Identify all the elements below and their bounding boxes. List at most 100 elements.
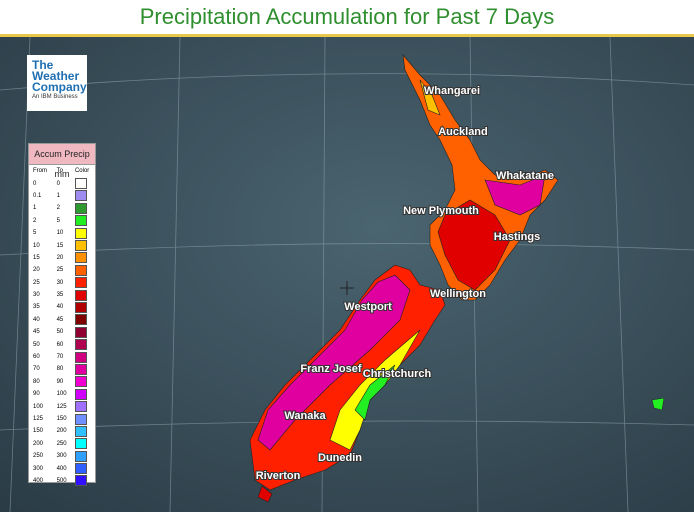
legend-to: 90 (56, 378, 64, 385)
legend-from: 15 (33, 254, 40, 261)
legend-to: 0 (56, 180, 60, 187)
legend-from: 2 (33, 217, 37, 224)
legend-color-cell (71, 314, 95, 326)
legend-from: 60 (33, 354, 40, 361)
legend-color-cell (71, 363, 95, 375)
legend-to: 400 (56, 465, 67, 472)
legend-color-cell (71, 400, 95, 413)
legend-color-cell (71, 450, 95, 462)
legend-row: 35 40 (29, 301, 95, 313)
legend-row: 200 250 (29, 438, 95, 450)
city-label: Wellington (430, 288, 486, 300)
city-label: Riverton (256, 470, 301, 482)
city-label: Hastings (494, 231, 540, 243)
legend-row: 0.1 1 (29, 190, 95, 202)
legend-from: 100 (33, 403, 44, 410)
legend-column: From (33, 168, 47, 175)
map: Whangarei Auckland Whakatane New Plymouth Ha… (0, 37, 694, 512)
legend-color-cell (71, 338, 95, 351)
legend-swatch (74, 215, 87, 227)
legend-color-cell (71, 177, 95, 190)
legend-swatch (74, 413, 87, 425)
legend-from: 35 (33, 304, 40, 311)
city-label: New Plymouth (403, 205, 479, 217)
legend-color-cell (71, 202, 95, 214)
legend-swatch (74, 301, 87, 313)
legend-color-cell (71, 252, 95, 264)
legend-from: 45 (33, 329, 40, 336)
legend-color-cell (71, 301, 95, 313)
legend-color-cell (71, 376, 95, 388)
city-label: Westport (344, 301, 392, 313)
city-label: Franz Josef (300, 363, 361, 375)
legend-row: 250 300 (29, 450, 95, 462)
legend-from: 80 (33, 378, 40, 385)
legend-from: 1 (33, 205, 37, 212)
city-label: Auckland (438, 126, 488, 138)
legend-to: 30 (56, 279, 64, 286)
legend-from: 50 (33, 341, 40, 348)
legend-to: 80 (56, 366, 64, 373)
legend-swatch (74, 289, 87, 301)
city-label: Christchurch (363, 368, 432, 380)
legend-to: 250 (56, 440, 67, 447)
legend-to: 500 (56, 477, 67, 484)
title-bar: Precipitation Accumulation for Past 7 Da… (0, 0, 694, 37)
legend-color-cell (71, 215, 95, 227)
legend-title: Accum Precip mm (29, 144, 95, 179)
legend-color-cell (71, 462, 95, 475)
legend-row: 150 200 (29, 425, 95, 437)
legend-to: 20 (56, 254, 64, 261)
legend-color-cell (71, 289, 95, 301)
legend-swatch (74, 277, 87, 289)
legend-row: 25 30 (29, 277, 95, 289)
legend-color-cell (71, 326, 95, 338)
logo-text: Weather (32, 69, 80, 83)
legend-color-cell (71, 239, 95, 252)
legend-from: 40 (33, 316, 40, 323)
city-label: Wanaka (284, 410, 326, 422)
legend-from: 250 (33, 453, 44, 460)
legend-from: 25 (33, 279, 40, 286)
chatham-islands (651, 397, 665, 411)
legend-from: 200 (33, 440, 44, 447)
legend-swatch (74, 202, 87, 214)
legend-row: 30 35 (29, 289, 95, 301)
legend-swatch (74, 264, 87, 276)
legend-to: 100 (56, 391, 67, 398)
legend-column: Color (74, 168, 90, 175)
legend-swatch (74, 252, 87, 264)
legend-row: 10 15 (29, 239, 95, 252)
legend-header: From To Color (29, 165, 95, 177)
legend-swatch (74, 178, 87, 190)
legend-to: 125 (56, 403, 67, 410)
title: Precipitation Accumulation for Past 7 Da… (139, 4, 555, 29)
legend-row: 20 25 (29, 264, 95, 276)
legend-swatch (74, 475, 87, 487)
legend-row: 70 80 (29, 363, 95, 375)
legend-to: 70 (56, 354, 64, 361)
legend-swatch (74, 438, 87, 450)
logo-text: Company (32, 80, 87, 94)
legend-color-cell (71, 227, 95, 239)
legend-from: 20 (33, 267, 40, 274)
legend-row: 40 45 (29, 314, 95, 326)
legend-from: 0 (33, 180, 37, 187)
legend-from: 90 (33, 391, 40, 398)
legend-color-cell (71, 264, 95, 276)
city-label: Dunedin (318, 452, 362, 464)
logo-tagline: An IBM Business (32, 94, 78, 100)
legend-row: 90 100 (29, 388, 95, 400)
legend-from: 400 (33, 477, 44, 484)
legend-to: 60 (56, 341, 64, 348)
legend-from: 5 (33, 230, 37, 237)
city-label: Whangarei (424, 85, 480, 97)
legend-row: 45 50 (29, 326, 95, 338)
legend-from: 125 (33, 416, 44, 422)
legend-swatch (74, 190, 87, 202)
legend-row: 50 60 (29, 338, 95, 351)
legend-swatch (74, 376, 87, 388)
legend-row: 400 500 (29, 475, 95, 487)
